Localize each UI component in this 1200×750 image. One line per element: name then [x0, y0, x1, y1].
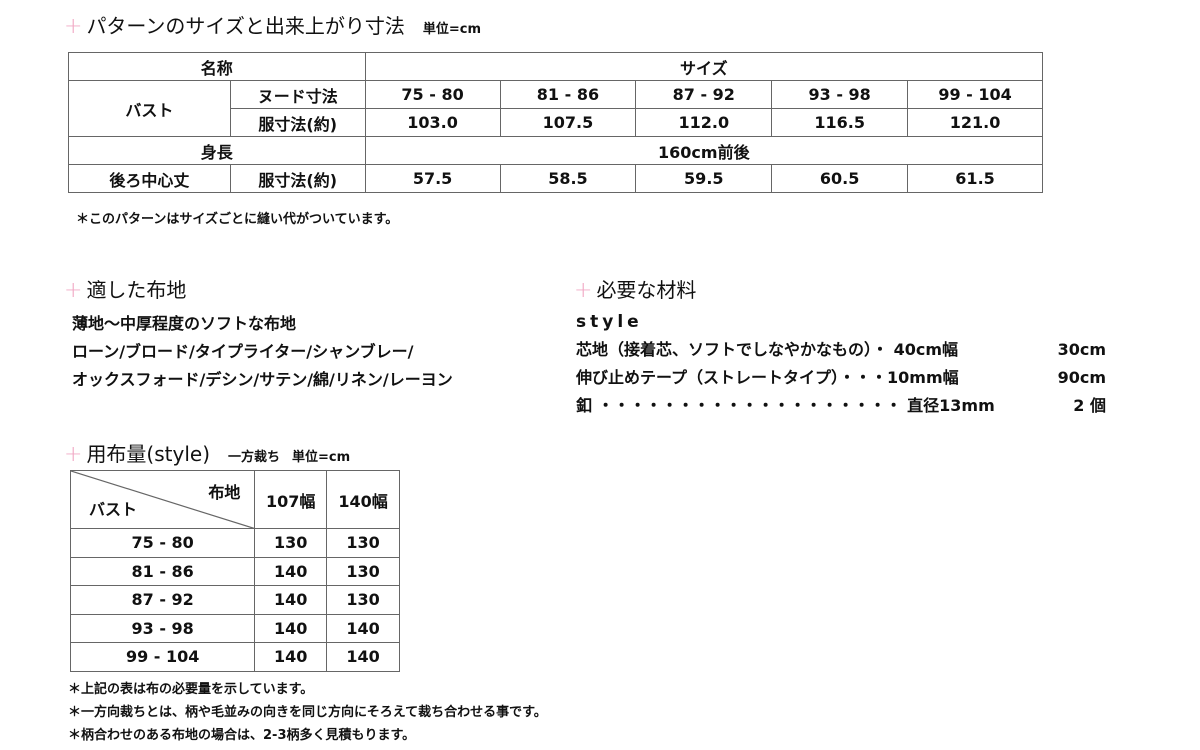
- plus-icon: +: [64, 14, 83, 39]
- table-row: 99 - 104 140 140: [69, 642, 400, 672]
- size-cell: 87 - 92: [635, 80, 773, 109]
- nude-label: ヌード寸法: [229, 80, 366, 109]
- fabric-line: オックスフォード/デシン/サテン/綿/リネン/レーヨン: [72, 370, 453, 389]
- size-note: ＊このパターンはサイズごとに縫い代がついています。: [76, 212, 399, 227]
- yardage-notes: ＊上記の表は布の必要量を示しています。 ＊一方向裁ちとは、柄や毛並みの向きを同じ…: [68, 678, 547, 747]
- garment-cell: 116.5: [771, 108, 909, 137]
- col-header: 107幅: [254, 470, 328, 529]
- table-row: 81 - 86 140 130: [69, 556, 400, 586]
- fabric-line: ローン/ブロード/タイプライター/シャンブレー/: [72, 342, 414, 361]
- garment-cell: 103.0: [364, 108, 501, 137]
- col-header: 140幅: [326, 470, 400, 529]
- back-label: 後ろ中心丈: [68, 164, 231, 193]
- size-cell: 93 - 98: [771, 80, 909, 109]
- style-label: style: [576, 312, 643, 332]
- garment-cell: 121.0: [907, 108, 1043, 137]
- plus-icon: +: [574, 278, 593, 303]
- size-cell: 75 - 80: [364, 80, 501, 109]
- plus-icon: +: [64, 442, 83, 467]
- height-label: 身長: [68, 136, 366, 165]
- plus-icon: +: [64, 278, 83, 303]
- yardage-section-title: + 用布量(style) 一方裁ち 単位=cm: [64, 442, 351, 467]
- back-sub: 服寸法(約): [229, 164, 366, 193]
- note-line: ＊柄合わせのある布地の場合は、2-3柄多く見積もります。: [68, 728, 416, 743]
- garment-cell: 107.5: [499, 108, 637, 137]
- back-cell: 60.5: [771, 164, 909, 193]
- back-cell: 59.5: [635, 164, 773, 193]
- material-item: 芯地（接着芯、ソフトでしなやかなもの）・ 40cm幅 30cm: [576, 340, 1106, 359]
- material-item: 釦 ・・・・・・・・・・・・・・・・・・・ 直径13mm 2 個: [576, 396, 1106, 415]
- size-cell: 99 - 104: [907, 80, 1043, 109]
- materials-section-title: + 必要な材料: [574, 278, 697, 303]
- materials-list: style 芯地（接着芯、ソフトでしなやかなもの）・ 40cm幅 30cm 伸び止…: [576, 308, 1106, 420]
- fabric-line: 薄地〜中厚程度のソフトな布地: [72, 314, 297, 333]
- height-value: 160cm前後: [364, 136, 1044, 165]
- table-row: 75 - 80 130 130: [69, 528, 400, 558]
- garment-label: 服寸法(約): [229, 108, 366, 137]
- yardage-table: 布地 バスト 107幅 140幅 75 - 80 130 130 81 - 86 14…: [69, 470, 400, 672]
- table-row: 87 - 92 140 130: [69, 585, 400, 615]
- note-line: ＊上記の表は布の必要量を示しています。: [68, 682, 314, 697]
- header-name: 名称: [68, 52, 366, 81]
- fabric-list: 薄地〜中厚程度のソフトな布地 ローン/ブロード/タイプライター/シャンブレー/ …: [72, 310, 453, 394]
- header-size: サイズ: [364, 52, 1044, 81]
- size-table: 名称 サイズ バスト ヌード寸法 75 - 80 81 - 86 87 - 92 93 -…: [68, 52, 1044, 193]
- fabric-section-title: + 適した布地: [64, 278, 187, 303]
- diagonal-line: [71, 471, 256, 529]
- garment-cell: 112.0: [635, 108, 773, 137]
- bust-label: バスト: [68, 80, 231, 137]
- note-line: ＊一方向裁ちとは、柄や毛並みの向きを同じ方向にそろえて裁ち合わせる事です。: [68, 705, 547, 720]
- back-cell: 57.5: [364, 164, 501, 193]
- back-cell: 61.5: [907, 164, 1043, 193]
- material-item: 伸び止めテープ（ストレートタイプ）・・・10mm幅 90cm: [576, 368, 1106, 387]
- corner-cell: 布地 バスト: [69, 470, 256, 529]
- size-section-title: + パターンのサイズと出来上がり寸法 単位=cm: [64, 14, 481, 39]
- table-row: 93 - 98 140 140: [69, 613, 400, 643]
- size-cell: 81 - 86: [499, 80, 637, 109]
- back-cell: 58.5: [499, 164, 637, 193]
